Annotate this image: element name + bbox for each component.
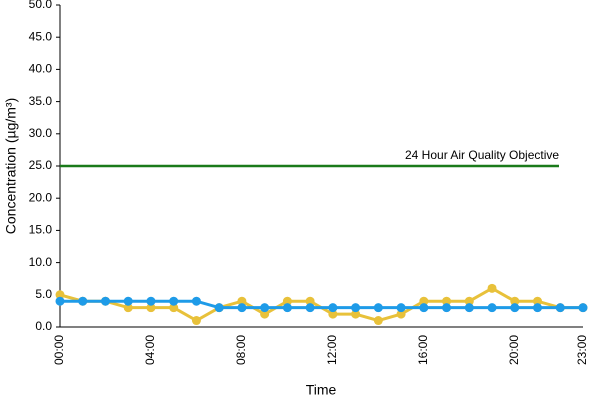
series-line [59,286,583,323]
y-tick-label: 35.0 [29,94,53,108]
y-tick-label: 5.0 [35,287,52,301]
data-point [396,309,406,319]
y-tick-label: 40.0 [29,62,53,76]
x-tick-label: 00:00 [52,335,66,365]
y-tick-label: 45.0 [29,29,53,43]
data-point [464,296,474,306]
data-point [55,290,65,300]
data-point [146,296,156,306]
y-tick-label: 25.0 [29,158,53,172]
data-point [214,303,224,313]
data-point [373,316,383,326]
data-point [442,296,452,306]
reference-label: 24 Hour Air Quality Objective [405,148,559,162]
data-point [510,303,520,313]
data-point [578,303,588,313]
data-point [237,303,247,313]
data-point [191,296,201,306]
y-tick-label: 50.0 [29,0,53,11]
data-point [373,303,383,313]
data-point [533,303,543,313]
data-point [100,296,110,306]
data-point [533,296,543,306]
data-point [351,309,361,319]
data-point [123,296,133,306]
data-point [282,296,292,306]
data-point [169,296,179,306]
data-point [487,283,497,293]
data-point [442,303,452,313]
data-point [78,296,88,306]
data-point [191,316,201,326]
y-tick-label: 0.0 [35,319,52,333]
data-point [305,303,315,313]
data-point [328,309,338,319]
data-point [419,296,429,306]
data-point [169,303,179,313]
data-point [510,296,520,306]
data-point [237,296,247,306]
data-point [328,303,338,313]
data-point [419,303,429,313]
data-point [260,303,270,313]
x-axis-title: Time [306,382,337,398]
y-axis-title: Concentration (µg/m³) [3,98,19,234]
y-tick-label: 15.0 [29,223,53,237]
x-tick-label: 04:00 [143,335,157,365]
x-tick-label: 23:00 [575,335,589,365]
data-point [282,303,292,313]
x-tick-label: 08:00 [234,335,248,365]
data-point [464,303,474,313]
x-tick-label: 12:00 [325,335,339,365]
y-tick-label: 10.0 [29,255,53,269]
data-point [260,309,270,319]
data-point [305,296,315,306]
data-point [123,303,133,313]
x-tick-label: 20:00 [507,335,521,365]
data-point [396,303,406,313]
data-point [487,303,497,313]
data-point [555,303,565,313]
data-point [146,303,156,313]
x-tick-label: 16:00 [416,335,430,365]
data-point [55,296,65,306]
y-tick-label: 30.0 [29,126,53,140]
data-point [351,303,361,313]
y-tick-label: 20.0 [29,190,53,204]
